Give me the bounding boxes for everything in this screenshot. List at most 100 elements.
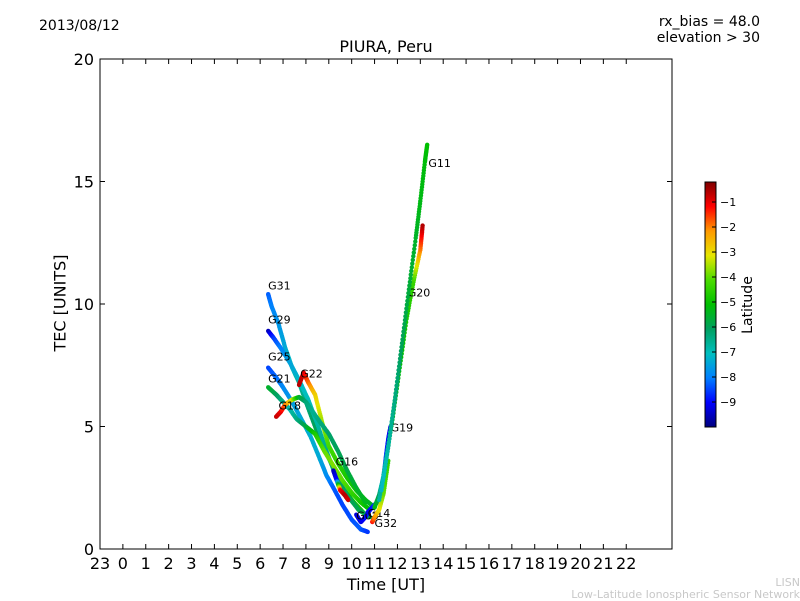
colorbar-tick-label: −2 [720, 221, 736, 234]
data-point [346, 497, 351, 503]
data-point [390, 415, 395, 421]
data-point [392, 401, 397, 407]
x-tick-label: 17 [502, 554, 522, 573]
data-point [404, 302, 410, 307]
x-tick-label: 18 [525, 554, 545, 573]
satellite-label: G22 [300, 368, 323, 381]
x-tick-label: 23 [90, 554, 110, 573]
data-point [401, 325, 407, 330]
data-point [390, 412, 395, 417]
data-point [404, 306, 409, 311]
data-point [394, 383, 399, 388]
data-point [411, 250, 416, 255]
data-point [393, 391, 398, 396]
data-point [406, 287, 412, 292]
satellite-label: G16 [336, 456, 359, 469]
x-tick-label: 5 [232, 554, 242, 573]
data-point [402, 321, 407, 327]
data-point [395, 375, 400, 381]
y-tick-label: 15 [74, 173, 94, 192]
data-point [425, 142, 430, 147]
data-point [401, 329, 406, 334]
satellite-label: G32 [375, 517, 398, 530]
data-point [412, 243, 417, 248]
data-point [363, 500, 368, 505]
x-tick-label: 1 [141, 554, 151, 573]
data-point [405, 294, 411, 300]
data-point [399, 341, 405, 346]
x-tick-label: 15 [456, 554, 476, 573]
data-point [400, 337, 405, 342]
data-point [410, 257, 415, 263]
credit-short: LISN [775, 576, 800, 589]
data-point [413, 239, 418, 244]
data-point [399, 344, 404, 350]
data-point [387, 436, 392, 442]
y-tick-label: 0 [84, 540, 94, 559]
x-tick-label: 11 [364, 554, 384, 573]
data-point [393, 387, 399, 392]
data-point [402, 317, 408, 323]
satellite-label: G18 [278, 399, 301, 412]
data-point [406, 290, 411, 296]
data-point [392, 398, 397, 403]
x-tick-label: 16 [479, 554, 499, 573]
data-point [410, 261, 415, 266]
data-point [388, 426, 393, 431]
date-label: 2013/08/12 [39, 18, 120, 34]
data-point [411, 254, 416, 259]
satellite-label: G21 [268, 372, 291, 385]
colorbar-tick-label: −9 [720, 396, 736, 409]
data-point [400, 333, 406, 338]
satellite-label: G19 [391, 421, 414, 434]
x-tick-label: 21 [593, 554, 613, 573]
data-point [396, 367, 401, 373]
x-tick-label: 7 [278, 554, 288, 573]
data-point [367, 514, 373, 520]
x-tick-label: 10 [342, 554, 362, 573]
data-point [391, 408, 396, 414]
data-point [407, 283, 412, 288]
data-point [394, 379, 400, 384]
data-point [389, 422, 394, 428]
data-point [408, 276, 413, 281]
data-point [403, 310, 409, 315]
data-point [365, 529, 370, 535]
data-point [395, 371, 401, 377]
colorbar-tick-label: −6 [720, 321, 736, 334]
data-point [407, 279, 413, 285]
y-tick-label: 20 [74, 50, 94, 69]
satellite-label: G29 [268, 314, 291, 327]
data-point [388, 429, 393, 435]
satellite-label: G25 [268, 350, 291, 363]
series-g16 [331, 468, 351, 503]
colorbar-tick-label: −1 [720, 196, 736, 209]
satellite-label: G20 [408, 287, 431, 300]
data-point [403, 314, 408, 319]
y-tick-label: 10 [74, 295, 94, 314]
data-point [409, 265, 414, 270]
data-point [420, 223, 425, 228]
x-tick-label: 12 [387, 554, 407, 573]
data-point [386, 443, 391, 449]
data-point [398, 348, 404, 354]
colorbar-tick-label: −4 [720, 271, 736, 284]
x-tick-label: 2 [164, 554, 174, 573]
data-point [409, 268, 414, 274]
data-point [386, 440, 391, 445]
data-point [397, 360, 402, 365]
colorbar [704, 181, 717, 428]
data-point [412, 246, 417, 252]
chart-title: PIURA, Peru [339, 37, 433, 56]
x-tick-label: 20 [570, 554, 590, 573]
x-tick-label: 3 [186, 554, 196, 573]
x-tick-label: 9 [324, 554, 334, 573]
x-tick-label: 19 [547, 554, 567, 573]
data-point [393, 394, 398, 400]
data-point [387, 433, 392, 438]
x-tick-label: 14 [433, 554, 453, 573]
x-tick-label: 8 [301, 554, 311, 573]
data-point [391, 405, 396, 410]
credit-long: Low-Latitude Ionospheric Sensor Network [571, 588, 800, 601]
